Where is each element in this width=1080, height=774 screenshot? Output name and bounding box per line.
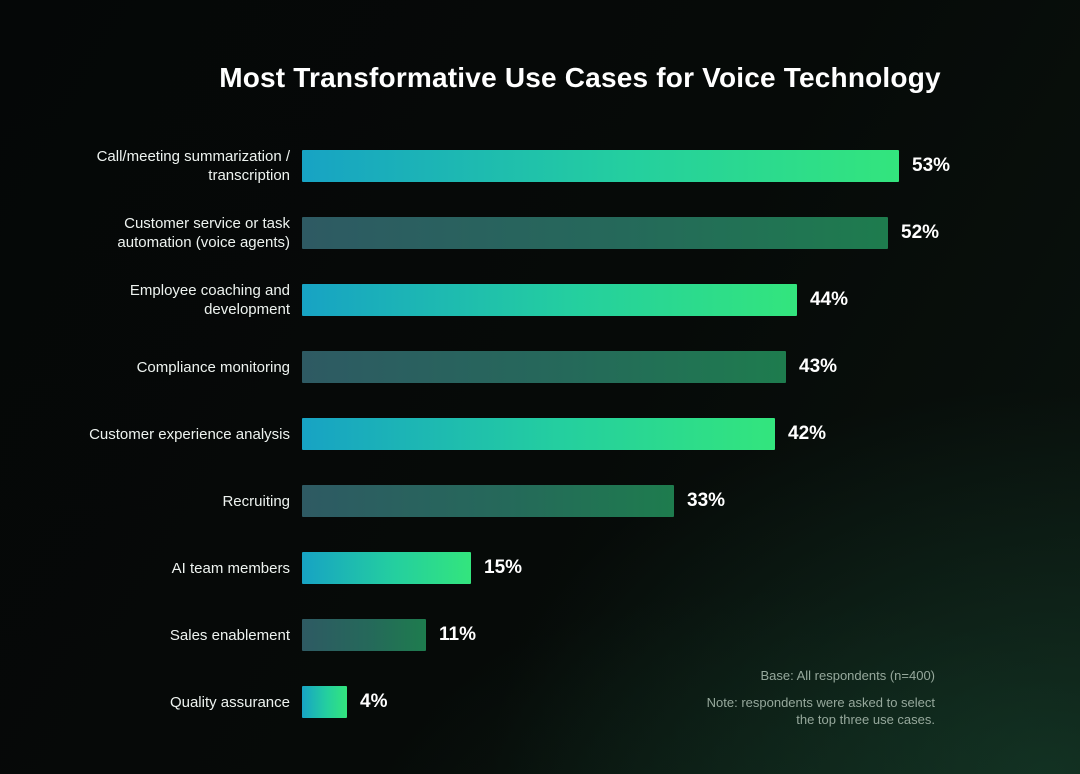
bar	[302, 485, 674, 517]
method-note: Note: respondents were asked to select t…	[706, 695, 935, 727]
bar-track: 44%	[302, 284, 1080, 316]
chart-row: Quality assurance 4%	[80, 684, 1080, 720]
chart-row: Customer service or task automation (voi…	[80, 215, 1080, 251]
value-label: 52%	[901, 222, 940, 243]
category-label: Employee coaching and development	[129, 282, 290, 318]
chart-notes: Base: All respondents (n=400) Note: resp…	[705, 667, 935, 728]
bar	[302, 418, 775, 450]
bar	[302, 552, 471, 584]
bar-track: 15%	[302, 552, 1080, 584]
bar-track: 53%	[302, 150, 1080, 182]
chart-row: Call/meeting summarization / transcripti…	[80, 148, 1080, 184]
value-label: 33%	[687, 490, 726, 511]
category-label: Compliance monitoring	[136, 358, 290, 376]
bar-track: 42%	[302, 418, 1080, 450]
category-label: AI team members	[171, 559, 290, 577]
chart-title: Most Transformative Use Cases for Voice …	[219, 62, 941, 93]
category-label: Customer experience analysis	[89, 425, 290, 443]
chart-row: Customer experience analysis 42%	[80, 416, 1080, 452]
bar-track: 11%	[302, 619, 1080, 651]
bar	[302, 686, 347, 718]
bar-track: 4%	[302, 686, 1080, 718]
chart-row: Compliance monitoring 43%	[80, 349, 1080, 385]
value-label: 44%	[810, 289, 849, 310]
bar-track: 33%	[302, 485, 1080, 517]
bar	[302, 284, 797, 316]
bar	[302, 150, 899, 182]
category-label: Sales enablement	[169, 626, 290, 644]
chart-row: Sales enablement 11%	[80, 617, 1080, 653]
category-label: Customer service or task automation (voi…	[117, 215, 290, 251]
bar	[302, 619, 426, 651]
value-label: 4%	[360, 691, 388, 712]
bar-track: 43%	[302, 351, 1080, 383]
bar	[302, 217, 888, 249]
bar-chart: Call/meeting summarization / transcripti…	[80, 148, 1080, 720]
value-label: 43%	[799, 356, 838, 377]
value-label: 15%	[484, 557, 523, 578]
bar-track: 52%	[302, 217, 1080, 249]
category-label: Call/meeting summarization / transcripti…	[96, 148, 290, 184]
category-label: Quality assurance	[169, 693, 290, 711]
category-label: Recruiting	[222, 492, 290, 510]
chart-row: AI team members 15%	[80, 550, 1080, 586]
value-label: 53%	[912, 155, 951, 176]
chart-row: Employee coaching and development 44%	[80, 282, 1080, 318]
bar	[302, 351, 786, 383]
value-label: 11%	[439, 624, 476, 645]
base-note: Base: All respondents (n=400)	[760, 668, 935, 683]
value-label: 42%	[788, 423, 827, 444]
chart-row: Recruiting 33%	[80, 483, 1080, 519]
